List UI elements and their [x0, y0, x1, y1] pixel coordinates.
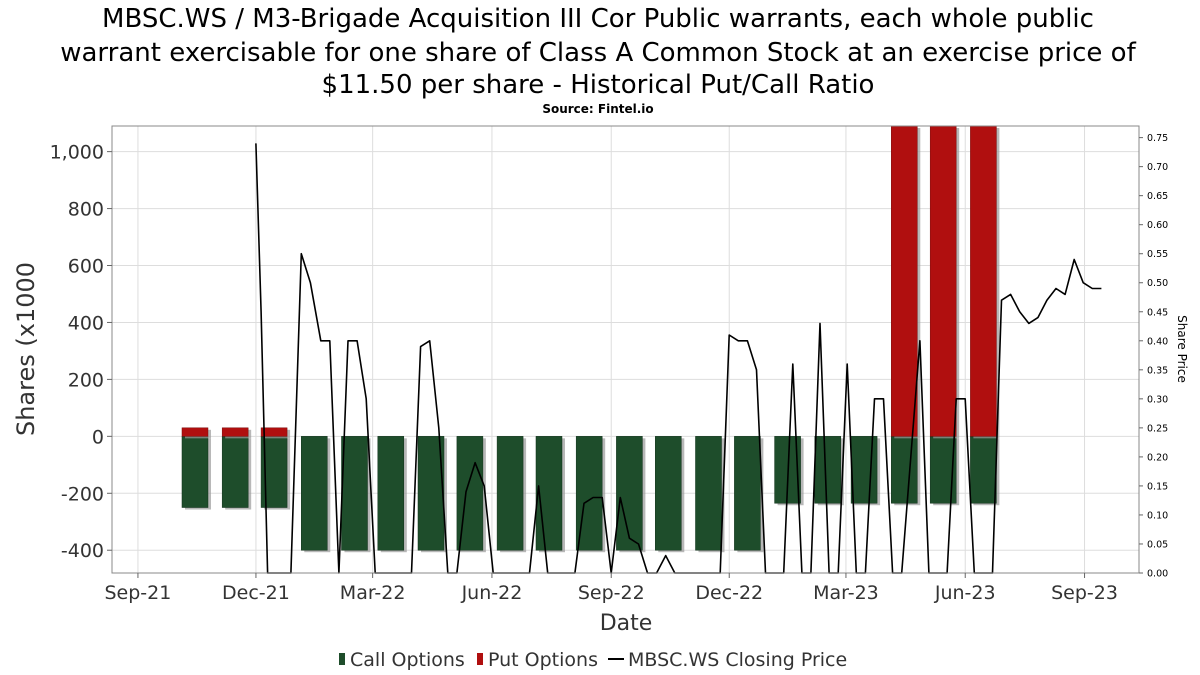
y2-tick-label: 0.75	[1147, 133, 1168, 144]
call-bar	[655, 436, 682, 551]
call-bar	[970, 436, 997, 504]
y-tick-label: 200	[68, 369, 104, 391]
y-axis-left: 1,000 800 600 400 200 0 -200 -400	[50, 142, 112, 562]
call-bar	[417, 436, 445, 551]
call-bar	[695, 436, 722, 551]
call-bar	[814, 436, 842, 504]
put-bar	[221, 427, 249, 437]
x-tick-label: Mar-22	[340, 582, 406, 604]
y2-tick-label: 0.20	[1147, 452, 1168, 463]
legend-swatch-call	[339, 653, 345, 665]
chart-title: MBSC.WS / M3-Brigade Acquisition III Cor…	[60, 4, 1136, 100]
bars	[181, 125, 1000, 553]
x-tick-label: Sep-22	[578, 582, 645, 604]
x-tick-label: Jun-22	[461, 582, 523, 604]
call-bar	[301, 436, 328, 551]
y-tick-label: 600	[68, 256, 104, 278]
x-tick-label: Sep-23	[1051, 582, 1118, 604]
legend-label-call: Call Options	[350, 649, 465, 671]
x-axis: Sep-21 Dec-21 Mar-22 Jun-22 Sep-22 Dec-22 Mar-…	[105, 573, 1118, 604]
x-tick-label: Dec-21	[222, 582, 290, 604]
x-tick-label: Mar-23	[813, 582, 879, 604]
legend-swatch-put	[477, 653, 483, 665]
y-tick-label: 400	[68, 312, 104, 334]
y2-tick-label: 0.60	[1147, 220, 1168, 231]
y-tick-label: 1,000	[50, 142, 104, 164]
legend: Call Options Put Options MBSC.WS Closing…	[339, 649, 847, 671]
chart-title-line-3: $11.50 per share - Historical Put/Call R…	[322, 70, 875, 100]
y2-tick-label: 0.25	[1147, 423, 1168, 434]
call-bar	[341, 436, 368, 551]
y2-tick-label: 0.00	[1147, 569, 1168, 580]
plot-area	[111, 125, 1140, 574]
chart-subtitle: Source: Fintel.io	[542, 102, 653, 116]
call-bar	[891, 436, 918, 504]
call-bar	[535, 436, 563, 551]
x-axis-label: Date	[600, 611, 653, 636]
put-bar	[260, 427, 288, 437]
y2-tick-label: 0.40	[1147, 336, 1168, 347]
y2-tick-label: 0.50	[1147, 278, 1168, 289]
call-bar	[850, 436, 878, 504]
legend-label-price: MBSC.WS Closing Price	[628, 649, 847, 671]
y-tick-label: -400	[61, 540, 104, 562]
y2-tick-label: 0.10	[1147, 510, 1168, 521]
y2-tick-label: 0.55	[1147, 249, 1168, 260]
put-bar	[970, 125, 997, 437]
plot-border	[111, 125, 1140, 574]
y2-tick-label: 0.70	[1147, 162, 1168, 173]
y2-tick-label: 0.15	[1147, 481, 1168, 492]
call-bar	[221, 436, 249, 508]
grid	[112, 126, 1139, 573]
call-bar	[616, 436, 643, 551]
x-tick-label: Dec-22	[695, 582, 763, 604]
x-tick-label: Jun-23	[934, 582, 996, 604]
y-tick-label: 0	[92, 426, 104, 448]
call-bar	[377, 436, 405, 551]
call-bar	[734, 436, 761, 551]
y-tick-label: 800	[68, 199, 104, 221]
put-bar	[929, 125, 957, 437]
y2-tick-label: 0.05	[1147, 539, 1168, 550]
x-tick-label: Sep-21	[105, 582, 172, 604]
y2-tick-label: 0.30	[1147, 394, 1168, 405]
chart-title-line-1: MBSC.WS / M3-Brigade Acquisition III Cor…	[102, 4, 1094, 34]
legend-label-put: Put Options	[488, 649, 598, 671]
y-tick-label: -200	[61, 483, 104, 505]
y2-tick-label: 0.35	[1147, 365, 1168, 376]
y2-axis-label: Share Price	[1175, 315, 1189, 383]
put-bar	[181, 427, 209, 437]
call-bar	[496, 436, 524, 551]
call-bar	[181, 436, 209, 508]
y2-tick-label: 0.65	[1147, 191, 1168, 202]
put-bar	[891, 125, 918, 437]
chart-title-line-2: warrant exercisable for one share of Cla…	[60, 38, 1136, 68]
y-axis-right: 0.75 0.70 0.65 0.60 0.55 0.50 0.45 0.40 0.35 0.30…	[1139, 133, 1168, 580]
y2-tick-label: 0.45	[1147, 307, 1168, 318]
y-axis-label: Shares (x1000	[12, 262, 40, 436]
